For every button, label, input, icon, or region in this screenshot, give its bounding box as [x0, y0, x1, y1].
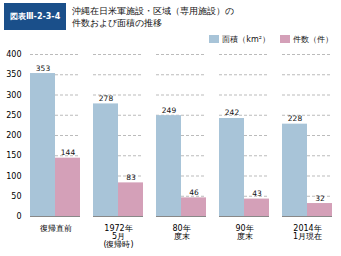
- svg-text:2014年1月現在: 2014年1月現在: [293, 224, 322, 241]
- svg-text:0: 0: [16, 212, 21, 221]
- html-text:件数（件）: 件数（件）: [293, 34, 333, 44]
- svg-text:1972年5月(復帰時): 1972年5月(復帰時): [103, 224, 133, 249]
- svg-text:228: 228: [288, 114, 303, 123]
- svg-text:353: 353: [36, 64, 51, 73]
- html-text:沖縄在日米軍施設・区域（専用施設）の 件数および面積の推移: 沖縄在日米軍施設・区域（専用施設）の 件数および面積の推移: [72, 5, 235, 28]
- svg-text:300: 300: [6, 91, 21, 100]
- svg-text:復帰直前: 復帰直前: [40, 224, 72, 233]
- svg-text:249: 249: [162, 106, 177, 115]
- svg-text:200: 200: [6, 131, 21, 140]
- html-text:図表Ⅲ-2-3-4: 図表Ⅲ-2-3-4: [10, 12, 61, 21]
- svg-text:43: 43: [252, 189, 262, 198]
- svg-text:50: 50: [11, 192, 21, 201]
- svg-text:80年度末: 80年度末: [172, 224, 190, 241]
- svg-text:150: 150: [6, 151, 21, 160]
- svg-text:32: 32: [315, 194, 325, 203]
- svg-text:242: 242: [225, 108, 240, 117]
- svg-text:83: 83: [126, 173, 136, 182]
- html-text:面積（km²）: 面積（km²）: [222, 34, 270, 44]
- svg-text:144: 144: [61, 148, 76, 157]
- svg-text:278: 278: [99, 94, 114, 103]
- svg-text:100: 100: [6, 172, 21, 181]
- svg-text:46: 46: [189, 188, 199, 197]
- svg-text:90年度末: 90年度末: [235, 224, 253, 241]
- svg-text:250: 250: [6, 111, 21, 120]
- svg-text:350: 350: [6, 70, 21, 79]
- svg-text:400: 400: [6, 50, 21, 59]
